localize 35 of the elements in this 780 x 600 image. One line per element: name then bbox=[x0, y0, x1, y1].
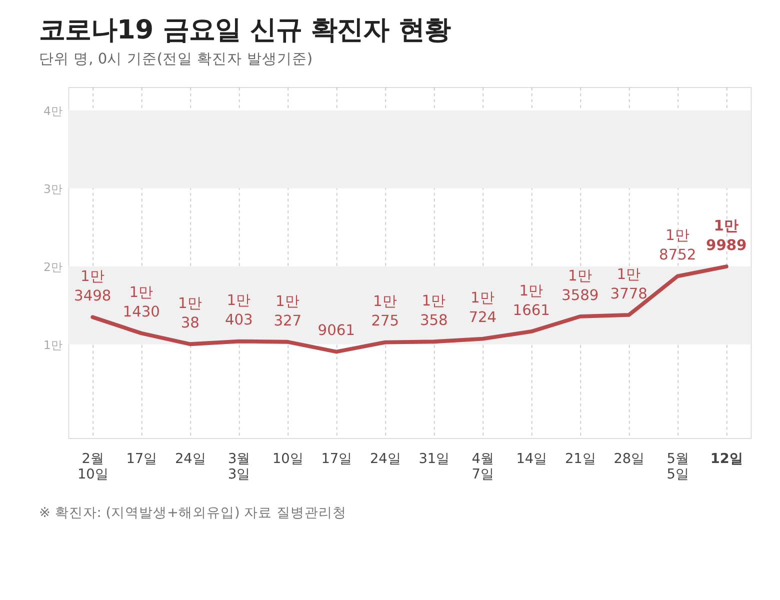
text: 1만 1430 bbox=[122, 284, 160, 321]
text: 1만 724 bbox=[468, 290, 497, 326]
text: 1만 358 bbox=[420, 292, 448, 330]
text: 1만 38 bbox=[178, 295, 202, 332]
x-tick-label: 2월 10일 bbox=[77, 450, 109, 482]
y-tick-label: 4만 bbox=[43, 104, 63, 118]
x-tick-label: 31일 bbox=[418, 450, 450, 467]
chart-subtitle: 단위 명, 0시 기준(전일 확진자 발생기준) bbox=[39, 50, 313, 68]
x-tick-label: 21일 bbox=[564, 450, 596, 467]
text: 1만 8752 bbox=[659, 227, 696, 264]
y-tick-label: 2만 bbox=[43, 260, 63, 274]
x-tick-label: 3월 3일 bbox=[228, 450, 251, 482]
x-tick-label: 24일 bbox=[370, 450, 402, 467]
text: 1만 403 bbox=[224, 292, 253, 329]
text: 1만 1661 bbox=[512, 282, 550, 319]
text: 1만 275 bbox=[371, 293, 400, 330]
x-tick-label: 17일 bbox=[321, 450, 353, 467]
text: 1만 3778 bbox=[610, 266, 648, 302]
text: 1만 3498 bbox=[74, 268, 112, 305]
x-tick-label: 24일 bbox=[174, 450, 206, 467]
x-tick-label: 4월 7일 bbox=[472, 450, 494, 482]
text: 1만 327 bbox=[274, 292, 302, 330]
chart-title: 코로나19 금요일 신규 확진자 현황 bbox=[39, 15, 450, 46]
x-tick-label: 14일 bbox=[516, 450, 548, 467]
text: ※ 확진자: (지역발생+해외유입) 자료 질병관리청 bbox=[39, 505, 346, 521]
text: 1만 3589 bbox=[562, 267, 599, 304]
x-tick-label: 10일 bbox=[272, 450, 304, 467]
text: 9061 bbox=[318, 322, 355, 340]
y-tick-label: 1만 bbox=[43, 338, 63, 352]
x-tick-label: 17일 bbox=[126, 450, 158, 467]
x-tick-label: 12일 bbox=[710, 450, 744, 467]
y-tick-label: 3만 bbox=[43, 182, 63, 196]
text: 1만 9989 bbox=[706, 217, 747, 254]
x-tick-label: 5월 5일 bbox=[666, 450, 690, 482]
x-tick-label: 28일 bbox=[614, 450, 646, 467]
